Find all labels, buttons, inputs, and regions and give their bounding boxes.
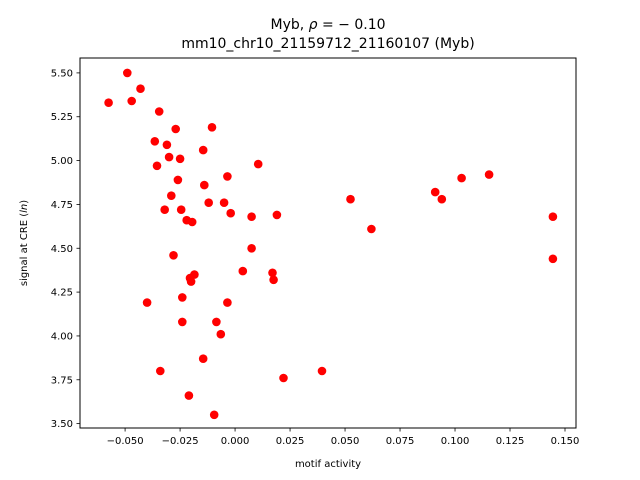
x-tick-label: 0.000 xyxy=(221,436,250,447)
data-point xyxy=(173,175,183,185)
data-point xyxy=(142,298,152,307)
data-point xyxy=(176,205,186,214)
data-point xyxy=(279,373,288,383)
data-point xyxy=(223,298,232,307)
y-tick-label: 5.25 xyxy=(51,112,73,123)
data-point xyxy=(104,98,113,107)
data-point xyxy=(187,217,197,227)
data-points xyxy=(104,68,558,420)
x-axis-label: motif activity xyxy=(295,459,361,470)
data-point xyxy=(430,187,440,197)
data-point xyxy=(247,212,256,221)
data-point xyxy=(175,154,185,164)
x-axis-ticks: −0.050 −0.025 0.000 0.025 0.050 0.075 0.100 0.1… xyxy=(107,428,580,447)
data-point xyxy=(152,161,162,171)
x-tick-label: −0.050 xyxy=(107,436,144,447)
data-point xyxy=(238,266,248,276)
x-tick-label: 0.050 xyxy=(331,436,360,447)
data-point xyxy=(548,254,558,264)
data-point xyxy=(198,145,208,155)
y-tick-label: 3.50 xyxy=(51,419,73,430)
data-point xyxy=(253,159,263,169)
data-point xyxy=(167,191,176,200)
y-tick-label: 4.00 xyxy=(51,331,73,342)
data-point xyxy=(268,268,277,278)
data-point xyxy=(164,152,174,162)
data-point xyxy=(226,208,235,218)
y-axis-ticks: 3.50 3.75 4.00 4.25 4.50 4.75 5.00 5.25 5.50 xyxy=(51,68,80,430)
data-point xyxy=(162,140,172,150)
data-point xyxy=(212,317,221,327)
x-tick-label: 0.075 xyxy=(386,436,415,447)
data-point xyxy=(457,173,466,183)
data-point xyxy=(317,366,327,376)
y-axis-label: signal at CRE (ln) xyxy=(19,200,30,286)
data-point xyxy=(156,366,165,376)
data-point xyxy=(190,270,199,279)
plot-area-frame xyxy=(79,57,577,429)
y-tick-label: 5.50 xyxy=(51,68,73,79)
x-tick-label: 0.125 xyxy=(496,436,525,447)
x-tick-label: 0.150 xyxy=(551,436,580,447)
data-point xyxy=(186,277,196,286)
y-tick-label: 4.25 xyxy=(51,288,73,299)
data-point xyxy=(136,84,145,93)
data-point xyxy=(178,317,187,327)
data-point xyxy=(184,391,194,400)
data-point xyxy=(198,354,208,364)
data-point xyxy=(154,107,164,116)
data-point xyxy=(171,124,180,134)
data-point xyxy=(216,329,226,339)
data-point xyxy=(200,180,209,190)
x-tick-label: −0.025 xyxy=(162,436,199,447)
data-point xyxy=(484,170,494,179)
data-point xyxy=(178,293,187,302)
data-point xyxy=(160,205,169,214)
data-point xyxy=(169,251,178,260)
data-point xyxy=(247,244,256,253)
x-tick-label: 0.025 xyxy=(276,436,305,447)
data-point xyxy=(437,194,447,204)
data-point xyxy=(127,96,136,106)
data-point xyxy=(204,198,213,207)
chart-title-line2: mm10_chr10_21159712_21160107 (Myb) xyxy=(181,36,474,52)
data-point xyxy=(150,137,160,146)
data-point xyxy=(548,212,558,221)
data-point xyxy=(219,198,229,207)
chart-title-line1: Myb, ρ = − 0.10 xyxy=(270,17,385,33)
data-point xyxy=(209,410,219,420)
x-tick-label: 0.100 xyxy=(441,436,470,447)
data-point xyxy=(346,194,355,204)
y-tick-label: 4.50 xyxy=(51,244,73,255)
y-tick-label: 4.75 xyxy=(51,200,73,211)
data-point xyxy=(223,172,232,181)
y-tick-label: 3.75 xyxy=(51,375,73,386)
y-tick-label: 5.00 xyxy=(51,156,73,167)
data-point xyxy=(123,68,132,78)
data-point xyxy=(272,210,282,220)
data-point xyxy=(269,275,278,285)
data-point xyxy=(367,224,376,234)
data-point xyxy=(207,123,217,132)
